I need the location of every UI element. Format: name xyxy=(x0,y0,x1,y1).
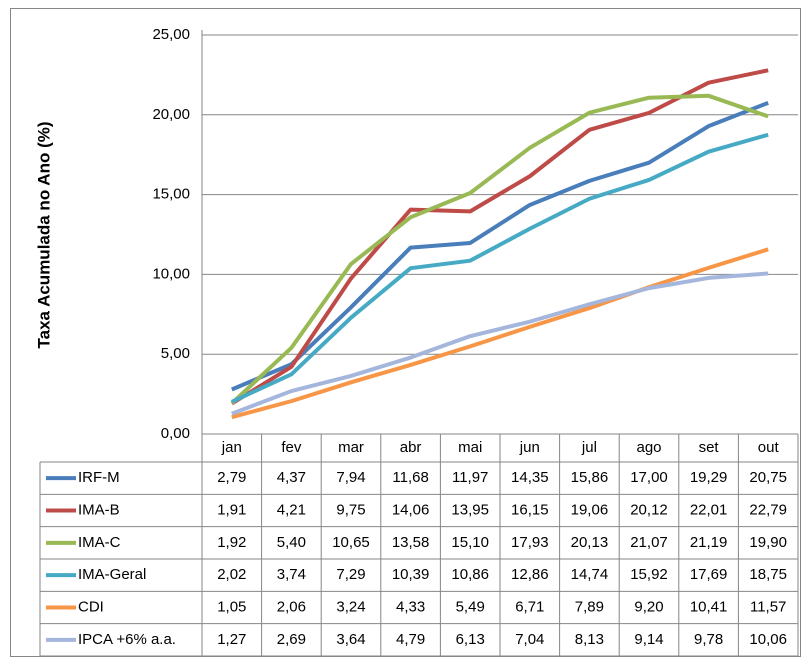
y-tick-label: 5,00 xyxy=(161,345,190,362)
table-cell: 15,92 xyxy=(630,566,668,583)
table-cell: 3,74 xyxy=(277,566,306,583)
table-cell: 22,79 xyxy=(749,501,787,518)
table-cell: 19,29 xyxy=(690,469,728,486)
table-cell: 22,01 xyxy=(690,501,728,518)
table-cell: 6,71 xyxy=(515,598,544,615)
table-cell: 8,13 xyxy=(575,631,604,648)
table-cell: 17,93 xyxy=(511,534,549,551)
series-line xyxy=(231,271,769,416)
table-cell: 11,57 xyxy=(750,598,786,615)
table-cell: 2,79 xyxy=(217,469,246,486)
x-tick-label: mai xyxy=(458,439,482,456)
y-tick-label: 0,00 xyxy=(161,425,190,442)
series-line xyxy=(230,132,769,404)
x-tick-label: fev xyxy=(281,439,302,456)
y-tick-label: 10,00 xyxy=(152,265,190,282)
table-cell: 12,86 xyxy=(511,566,549,583)
legend-label: IMA-Geral xyxy=(78,566,146,583)
table-cell: 14,74 xyxy=(571,566,609,583)
table-cell: 1,91 xyxy=(217,501,246,518)
table-cell: 10,06 xyxy=(749,631,787,648)
table-cell: 4,37 xyxy=(277,469,306,486)
chart-frame xyxy=(10,8,801,657)
table-cell: 6,13 xyxy=(456,631,485,648)
table-cell: 14,35 xyxy=(511,469,549,486)
table-cell: 1,92 xyxy=(217,534,246,551)
table-cell: 9,75 xyxy=(336,501,365,518)
legend-label: IMA-B xyxy=(78,501,120,518)
legend-label: IPCA +6% a.a. xyxy=(78,631,176,648)
y-tick-label: 20,00 xyxy=(152,106,190,123)
table-cell: 1,05 xyxy=(217,598,246,615)
table-cell: 3,64 xyxy=(336,631,365,648)
legend-label: IMA-C xyxy=(78,534,121,551)
table-cell: 10,65 xyxy=(332,534,370,551)
table-cell: 4,79 xyxy=(396,631,425,648)
table-cell: 17,69 xyxy=(690,566,728,583)
table-cell: 7,29 xyxy=(336,566,365,583)
table-cell: 3,24 xyxy=(336,598,365,615)
y-tick-label: 15,00 xyxy=(152,186,190,203)
x-tick-label: jan xyxy=(221,439,242,456)
table-cell: 13,58 xyxy=(392,534,430,551)
series-line xyxy=(230,93,769,405)
table-cell: 14,06 xyxy=(392,501,430,518)
table-cell: 4,33 xyxy=(396,598,425,615)
table-cell: 7,89 xyxy=(575,598,604,615)
table-cell: 1,27 xyxy=(217,631,246,648)
series-line xyxy=(231,247,769,420)
x-tick-label: ago xyxy=(636,439,661,456)
x-tick-label: jul xyxy=(581,439,597,456)
table-cell: 7,04 xyxy=(515,631,544,648)
table-cell: 4,21 xyxy=(277,501,306,518)
table-cell: 19,06 xyxy=(571,501,609,518)
table-cell: 10,41 xyxy=(690,598,728,615)
table-cell: 20,13 xyxy=(571,534,609,551)
x-tick-label: set xyxy=(699,439,720,456)
table-cell: 21,07 xyxy=(630,534,668,551)
x-tick-label: out xyxy=(758,439,780,456)
table-cell: 16,15 xyxy=(511,501,549,518)
table-cell: 7,94 xyxy=(336,469,365,486)
table-cell: 20,12 xyxy=(630,501,668,518)
series-line xyxy=(231,100,769,392)
table-cell: 17,00 xyxy=(630,469,668,486)
table-cell: 2,02 xyxy=(217,566,246,583)
table-cell: 2,06 xyxy=(277,598,306,615)
y-axis-title: Taxa Acumulada no Ano (%) xyxy=(34,121,53,348)
table-cell: 9,78 xyxy=(694,631,723,648)
table-cell: 15,10 xyxy=(451,534,489,551)
table-cell: 13,95 xyxy=(451,501,489,518)
x-tick-label: mar xyxy=(338,439,364,456)
table-cell: 20,75 xyxy=(749,469,787,486)
table-cell: 11,68 xyxy=(392,469,428,486)
table-cell: 5,49 xyxy=(456,598,485,615)
legend-label: CDI xyxy=(78,598,104,615)
legend-label: IRF-M xyxy=(78,469,120,486)
table-cell: 9,14 xyxy=(634,631,663,648)
table-cell: 11,97 xyxy=(452,469,488,486)
table-cell: 10,86 xyxy=(451,566,489,583)
table-cell: 18,75 xyxy=(749,566,787,583)
table-cell: 19,90 xyxy=(749,534,787,551)
x-tick-label: jun xyxy=(519,439,540,456)
x-tick-label: abr xyxy=(400,439,422,456)
table-cell: 2,69 xyxy=(277,631,306,648)
y-tick-label: 25,00 xyxy=(152,26,190,43)
table-cell: 9,20 xyxy=(634,598,663,615)
table-cell: 10,39 xyxy=(392,566,430,583)
table-cell: 5,40 xyxy=(277,534,306,551)
table-cell: 15,86 xyxy=(571,469,609,486)
table-cell: 21,19 xyxy=(690,534,728,551)
